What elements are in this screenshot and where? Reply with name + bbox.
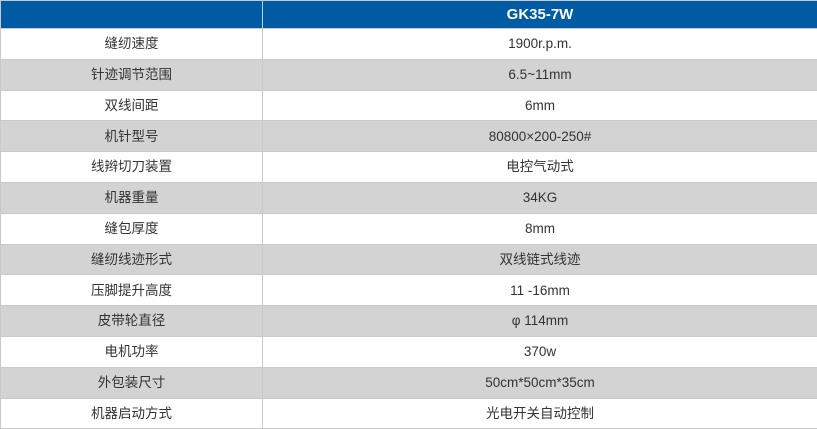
spec-value: 8mm [262, 212, 817, 245]
spec-label: 皮带轮直径 [0, 305, 263, 337]
table-row: 线辫切刀装置 电控气动式 [0, 151, 817, 183]
spec-value: 6mm [262, 89, 817, 122]
header-row: GK35-7W [0, 0, 817, 29]
spec-label: 缝纫速度 [0, 28, 263, 60]
spec-value: φ 114mm [262, 305, 817, 337]
spec-label: 机器启动方式 [0, 397, 263, 429]
model-header: GK35-7W [262, 0, 817, 29]
spec-label: 机器重量 [0, 181, 263, 214]
spec-label: 针迹调节范围 [0, 58, 263, 91]
table-row: 外包装尺寸 50cm*50cm*35cm [0, 366, 817, 399]
table-row: 缝纫线迹形式 双线链式线迹 [0, 243, 817, 276]
table-row: 机针型号 80800×200-250# [0, 120, 817, 153]
table-row: 压脚提升高度 11 -16mm [0, 274, 817, 307]
table-row: 皮带轮直径 φ 114mm [0, 305, 817, 337]
spec-value: 光电开关自动控制 [262, 397, 817, 429]
table-row: 缝纫速度 1900r.p.m. [0, 28, 817, 60]
table-header: GK35-7W [0, 0, 817, 29]
table-body: 缝纫速度 1900r.p.m. 针迹调节范围 6.5~11mm 双线间距 6mm… [0, 28, 817, 429]
spec-label: 缝包厚度 [0, 212, 263, 245]
spec-value: 6.5~11mm [262, 58, 817, 91]
spec-value: 80800×200-250# [262, 120, 817, 153]
spec-value: 370w [262, 335, 817, 368]
spec-value: 电控气动式 [262, 151, 817, 183]
spec-label: 线辫切刀装置 [0, 151, 263, 183]
table-row: 双线间距 6mm [0, 89, 817, 122]
spec-value: 34KG [262, 181, 817, 214]
spec-label: 外包装尺寸 [0, 366, 263, 399]
spec-label: 机针型号 [0, 120, 263, 153]
spec-label: 电机功率 [0, 335, 263, 368]
spec-value: 50cm*50cm*35cm [262, 366, 817, 399]
header-empty-cell [0, 0, 263, 29]
table-row: 针迹调节范围 6.5~11mm [0, 58, 817, 91]
spec-value: 11 -16mm [262, 274, 817, 307]
spec-label: 缝纫线迹形式 [0, 243, 263, 276]
spec-label: 双线间距 [0, 89, 263, 122]
table-row: 机器重量 34KG [0, 181, 817, 214]
spec-label: 压脚提升高度 [0, 274, 263, 307]
table-row: 机器启动方式 光电开关自动控制 [0, 397, 817, 429]
spec-value: 双线链式线迹 [262, 243, 817, 276]
table-row: 缝包厚度 8mm [0, 212, 817, 245]
spec-value: 1900r.p.m. [262, 28, 817, 60]
table-row: 电机功率 370w [0, 335, 817, 368]
